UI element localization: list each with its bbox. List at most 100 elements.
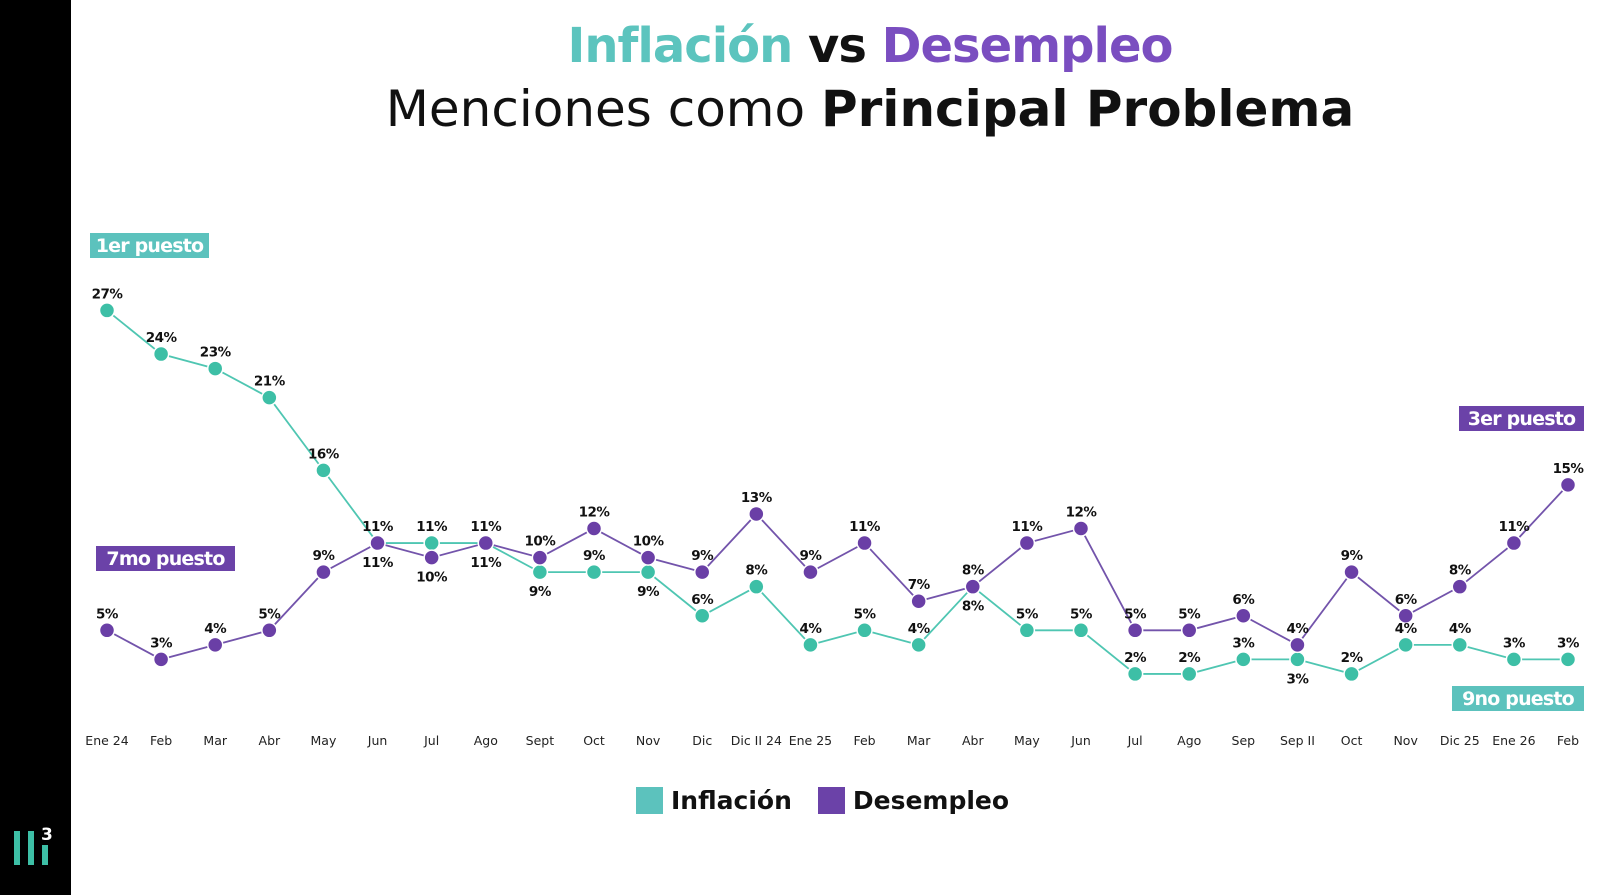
- data-label-desempleo: 7%: [908, 577, 931, 593]
- data-point-inflacion: [206, 360, 224, 377]
- data-point-inflacion: [98, 302, 116, 319]
- subtitle-regular: Menciones como: [385, 80, 806, 138]
- x-tick-label: Sept: [526, 733, 555, 748]
- data-label-inflacion: 2%: [1178, 650, 1201, 666]
- x-tick-label: Jul: [1127, 733, 1143, 748]
- data-label-inflacion: 16%: [308, 446, 340, 462]
- data-point-inflacion: [1397, 636, 1414, 654]
- legend-label-inflacion: Inflación: [671, 786, 792, 815]
- data-point-desempleo: [315, 563, 332, 581]
- data-label-desempleo: 11%: [362, 519, 394, 535]
- data-point-desempleo: [1235, 607, 1252, 625]
- data-label-desempleo: 4%: [204, 621, 227, 637]
- x-tick-label: Sep: [1232, 733, 1256, 748]
- data-label-desempleo: 13%: [741, 490, 773, 506]
- data-label-inflacion: 9%: [583, 548, 606, 564]
- data-label-inflacion: 23%: [200, 345, 232, 361]
- x-tick-label: Feb: [853, 733, 875, 748]
- x-tick-label: May: [311, 733, 337, 748]
- data-point-inflacion: [531, 563, 549, 581]
- chart-subtitle: Menciones como Principal Problema: [0, 80, 1600, 138]
- x-tick-label: Jul: [423, 733, 439, 748]
- title-vs: vs: [808, 18, 867, 74]
- svg-text:3: 3: [41, 825, 53, 845]
- data-point-desempleo: [261, 622, 278, 639]
- data-point-inflacion: [1235, 651, 1252, 668]
- data-point-desempleo: [1126, 622, 1144, 639]
- data-point-desempleo: [856, 534, 873, 552]
- x-tick-label: Ago: [474, 733, 498, 748]
- data-point-inflacion: [802, 636, 819, 654]
- data-label-desempleo: 15%: [1553, 461, 1585, 477]
- annotation-badge: [1452, 686, 1584, 711]
- data-point-inflacion: [1289, 651, 1306, 668]
- data-label-inflacion: 3%: [1286, 671, 1309, 687]
- data-point-desempleo: [1289, 636, 1306, 654]
- data-label-desempleo: 9%: [312, 548, 335, 564]
- data-label-desempleo: 8%: [962, 563, 985, 579]
- annotation-badge: [96, 546, 235, 571]
- data-point-desempleo: [748, 505, 765, 523]
- x-tick-label: Dic 25: [1440, 733, 1480, 748]
- data-label-inflacion: 3%: [1557, 635, 1580, 651]
- data-point-inflacion: [315, 462, 332, 479]
- data-point-desempleo: [910, 592, 927, 610]
- data-label-inflacion: 8%: [962, 599, 985, 615]
- data-point-desempleo: [1397, 607, 1414, 625]
- data-point-desempleo: [1505, 534, 1523, 552]
- data-point-inflacion: [261, 389, 278, 406]
- data-point-desempleo: [369, 534, 386, 552]
- data-label-desempleo: 12%: [579, 505, 611, 521]
- data-point-inflacion: [1180, 665, 1198, 683]
- data-point-desempleo: [1343, 563, 1360, 581]
- x-tick-label: Ago: [1177, 733, 1201, 748]
- chart-title: Inflación vs Desempleo: [0, 18, 1600, 74]
- data-label-inflacion: 5%: [1016, 606, 1039, 622]
- data-label-inflacion: 11%: [470, 555, 502, 571]
- annotation-badge: [1459, 406, 1584, 431]
- x-tick-label: Dic II 24: [731, 733, 782, 748]
- legend-swatch-inflacion: [636, 787, 663, 814]
- subtitle-bold: Principal Problema: [821, 80, 1355, 138]
- data-point-inflacion: [693, 607, 711, 625]
- data-label-desempleo: 5%: [1124, 606, 1147, 622]
- data-point-desempleo: [206, 636, 224, 654]
- x-tick-label: Oct: [1341, 733, 1363, 748]
- data-label-desempleo: 6%: [1232, 592, 1255, 608]
- data-point-inflacion: [1451, 636, 1469, 654]
- title-desempleo: Desempleo: [881, 18, 1174, 74]
- data-label-desempleo: 10%: [416, 570, 448, 586]
- data-point-desempleo: [531, 549, 549, 566]
- data-point-desempleo: [152, 651, 170, 668]
- annotation-badge: [90, 233, 209, 258]
- data-point-inflacion: [1559, 651, 1577, 668]
- x-tick-label: Mar: [907, 733, 931, 748]
- data-label-inflacion: 24%: [146, 330, 178, 346]
- data-label-desempleo: 8%: [1449, 563, 1472, 579]
- data-label-inflacion: 3%: [1232, 635, 1255, 651]
- data-label-inflacion: 4%: [799, 621, 822, 637]
- x-tick-label: Jun: [1070, 733, 1091, 748]
- x-tick-label: Nov: [1393, 733, 1418, 748]
- series-line-inflacion: [106, 309, 1568, 675]
- data-label-inflacion: 8%: [745, 563, 768, 579]
- x-tick-label: Mar: [203, 733, 227, 748]
- logo-icon: 3: [14, 825, 53, 865]
- legend: Inflación Desempleo: [636, 786, 1009, 815]
- data-point-desempleo: [1559, 476, 1577, 494]
- data-point-inflacion: [910, 636, 927, 654]
- data-point-desempleo: [98, 622, 116, 639]
- data-label-inflacion: 21%: [254, 374, 286, 390]
- data-label-inflacion: 4%: [908, 621, 931, 637]
- data-point-inflacion: [1505, 651, 1523, 668]
- data-label-desempleo: 10%: [633, 534, 665, 550]
- data-point-inflacion: [856, 622, 873, 639]
- x-tick-label: Oct: [583, 733, 605, 748]
- legend-label-desempleo: Desempleo: [852, 786, 1010, 815]
- data-point-inflacion: [639, 563, 657, 581]
- data-label-desempleo: 5%: [96, 606, 119, 622]
- legend-swatch-desempleo: [817, 787, 845, 814]
- x-tick-label: Dic: [692, 733, 712, 748]
- x-tick-label: Feb: [1557, 733, 1579, 748]
- data-point-inflacion: [423, 534, 440, 552]
